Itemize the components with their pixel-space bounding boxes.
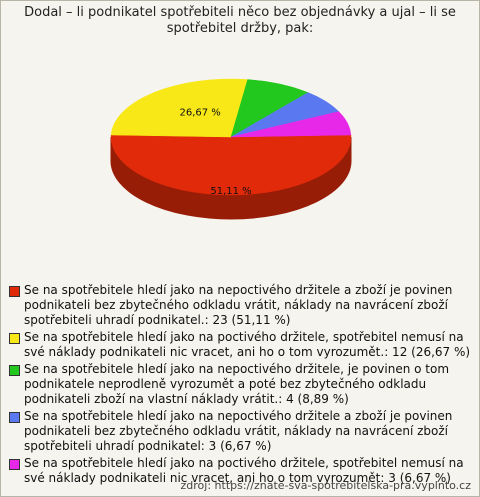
legend-label: Se na spotřebitele hledí jako na nepocti… (24, 409, 453, 453)
legend-item: Se na spotřebitele hledí jako na poctivé… (9, 330, 471, 360)
data-label: 51,11 % (210, 186, 251, 197)
slice (110, 134, 352, 196)
slice (230, 111, 352, 138)
legend-label: Se na spotřebitele hledí jako na poctivé… (24, 456, 464, 485)
legend-item: Se na spotřebitele hledí jako na nepocti… (9, 362, 471, 407)
legend-swatch (9, 459, 20, 470)
legend-swatch (9, 365, 20, 376)
legend-swatch (9, 333, 20, 344)
legend-item: Se na spotřebitele hledí jako na poctivé… (9, 456, 471, 486)
legend-item: Se na spotřebitele hledí jako na nepocti… (9, 283, 471, 328)
pie-area: 51,11 % 26,67 % (110, 78, 352, 220)
legend: Se na spotřebitele hledí jako na nepocti… (9, 283, 471, 488)
chart-title: Dodal – li podnikatel spotřebiteli něco … (24, 5, 456, 36)
legend-swatch (9, 286, 20, 297)
data-label: 26,67 % (179, 108, 220, 119)
legend-label: Se na spotřebitele hledí jako na nepocti… (24, 283, 453, 327)
legend-swatch (9, 412, 20, 423)
legend-label: Se na spotřebitele hledí jako na nepocti… (24, 362, 450, 406)
legend-label: Se na spotřebitele hledí jako na poctivé… (24, 330, 471, 359)
legend-item: Se na spotřebitele hledí jako na nepocti… (9, 409, 471, 454)
slice (110, 78, 248, 138)
source: zdroj: https://znate-sva-spotrebitelska-… (180, 479, 471, 492)
